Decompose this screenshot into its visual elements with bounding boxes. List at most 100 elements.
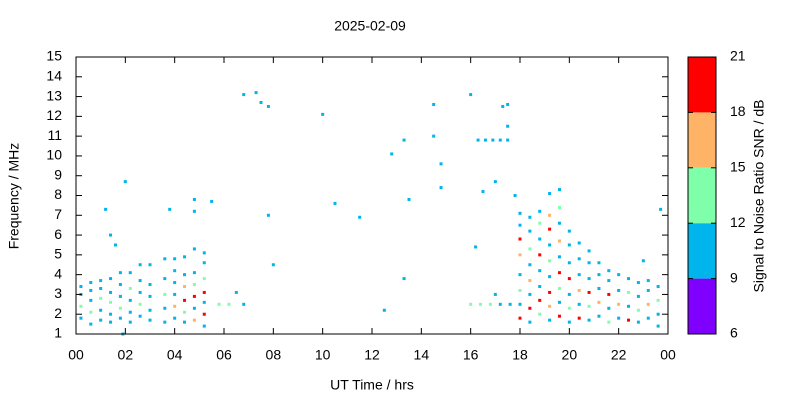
x-axis-label: UT Time / hrs (330, 377, 414, 393)
data-point (656, 312, 660, 316)
x-tick-label: 22 (611, 347, 627, 363)
data-point (148, 283, 152, 287)
data-point (636, 320, 640, 324)
data-point (538, 269, 542, 273)
data-point (557, 239, 561, 243)
data-point (163, 320, 167, 324)
data-point (538, 237, 542, 241)
data-point (518, 223, 522, 227)
data-point (138, 302, 142, 306)
data-point (597, 273, 601, 277)
data-point (479, 302, 483, 306)
data-point (217, 302, 221, 306)
data-point (493, 292, 497, 296)
data-point (474, 245, 478, 249)
data-point (617, 273, 621, 277)
data-point (607, 320, 611, 324)
data-point (627, 318, 631, 322)
data-point (118, 271, 122, 275)
data-point (358, 215, 362, 219)
data-point (163, 257, 167, 261)
data-point (192, 306, 196, 310)
y-tick-label: 11 (47, 127, 62, 143)
data-point (538, 298, 542, 302)
data-point (128, 310, 132, 314)
y-tick-label: 6 (54, 226, 62, 242)
y-tick-label: 12 (46, 107, 62, 123)
colorbar-tick-label: 12 (730, 214, 746, 230)
y-tick-label: 9 (54, 166, 62, 182)
data-point (109, 277, 113, 281)
data-point (79, 285, 83, 289)
data-point (548, 318, 552, 322)
data-point (528, 247, 532, 251)
data-point (513, 194, 517, 197)
data-point (192, 294, 196, 298)
data-point (528, 306, 532, 310)
data-point (402, 277, 406, 281)
data-point (548, 275, 552, 279)
data-point (528, 215, 532, 219)
data-point (607, 306, 611, 310)
data-point (173, 257, 177, 261)
data-point (113, 243, 117, 247)
data-point (597, 314, 601, 318)
data-point (128, 271, 132, 275)
data-point (227, 302, 231, 306)
data-point (567, 229, 571, 233)
data-point (548, 192, 552, 196)
data-point (636, 308, 640, 312)
data-point (266, 213, 270, 217)
data-point (242, 302, 246, 306)
colorbar-tick-label: 21 (730, 48, 746, 64)
data-point (163, 277, 167, 281)
data-point (210, 199, 214, 203)
data-point (518, 288, 522, 292)
data-point (173, 292, 177, 296)
data-point (173, 281, 177, 285)
data-point (557, 314, 561, 318)
data-point (148, 318, 152, 322)
data-point (183, 310, 187, 314)
data-point (173, 316, 177, 320)
data-point (656, 324, 660, 328)
data-point (646, 316, 650, 320)
x-tick-label: 00 (68, 347, 84, 363)
data-point (99, 279, 103, 283)
data-point (501, 104, 505, 108)
colorbar-label: Signal to Noise Ratio SNR / dB (751, 100, 767, 293)
data-point (498, 302, 502, 306)
data-point (109, 320, 113, 324)
data-point (557, 221, 561, 225)
data-point (577, 288, 581, 292)
data-point (548, 290, 552, 294)
data-point (89, 298, 93, 302)
data-point (89, 281, 93, 285)
x-tick-label: 02 (118, 347, 134, 363)
colorbar-tick-label: 9 (730, 269, 738, 285)
data-point (557, 286, 561, 290)
data-point (567, 277, 571, 281)
data-point (192, 271, 196, 275)
data-point (439, 162, 443, 166)
y-tick-label: 4 (54, 265, 62, 281)
data-point (138, 314, 142, 318)
data-point (493, 180, 497, 184)
data-point (597, 300, 601, 304)
data-point (506, 138, 510, 142)
data-point (646, 279, 650, 283)
data-point (109, 233, 113, 237)
data-point (627, 304, 631, 308)
data-point (557, 205, 561, 209)
data-point (202, 251, 206, 255)
data-point (202, 300, 206, 304)
data-point (234, 290, 238, 294)
data-point (99, 286, 103, 290)
data-point (587, 261, 591, 265)
data-point (587, 249, 591, 253)
data-point (518, 273, 522, 277)
data-point (192, 247, 196, 251)
colorbar-band (688, 112, 716, 168)
data-point (183, 273, 187, 277)
data-point (538, 312, 542, 316)
